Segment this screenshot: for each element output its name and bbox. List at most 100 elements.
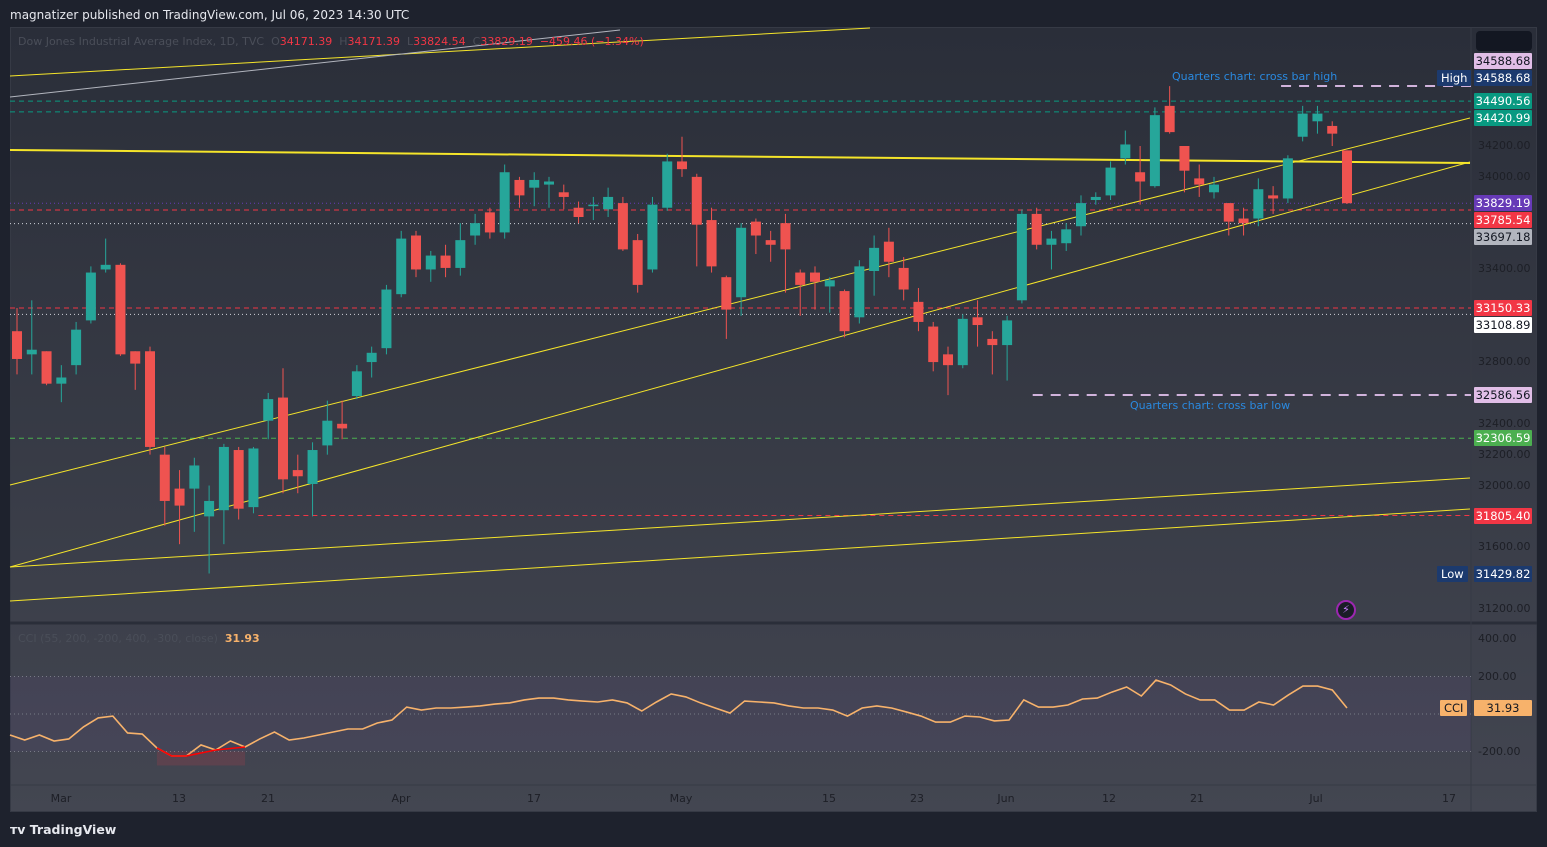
price-badge: 34588.68 (1474, 70, 1532, 86)
candle-body (972, 317, 983, 326)
candle-body (1076, 203, 1086, 227)
candle-body (765, 240, 776, 245)
trend-line (9, 161, 1471, 568)
candle-body (632, 240, 643, 285)
cci-label: CCI (55, 200, -200, 400, -300, close) (18, 632, 218, 645)
cci-oversold-line (156, 746, 246, 757)
candle-body (928, 326, 939, 363)
cci-badge-value: 31.93 (1474, 700, 1532, 716)
low-value: 33824.54 (413, 35, 466, 48)
candle-body (529, 179, 540, 188)
candle-body (691, 176, 702, 225)
candle-body (750, 221, 761, 236)
cci-tick-label: -200.00 (1478, 744, 1521, 758)
cci-oversold-zone (156, 751, 246, 766)
trend-line (9, 29, 621, 98)
symbol-name: Dow Jones Industrial Average Index, 1D, … (18, 35, 265, 48)
candle-body (41, 351, 52, 384)
candle-body (736, 227, 747, 298)
note-cross-bar-high: Quarters chart: cross bar high (1172, 70, 1338, 83)
price-tick-label: 32800.00 (1478, 355, 1531, 369)
time-tick-label: 23 (910, 792, 924, 805)
cci-legend: CCI (55, 200, -200, 400, -300, close) 31… (18, 632, 260, 645)
candle-body (145, 351, 155, 447)
candle-body (337, 423, 348, 429)
trend-line (9, 508, 1471, 602)
candle-body (854, 266, 865, 318)
price-tick-label: 31200.00 (1478, 601, 1531, 615)
price-badge-tag: Low (1437, 565, 1468, 582)
candle-body (588, 204, 599, 207)
axis-menu-button[interactable] (1476, 31, 1532, 51)
candle-body (706, 220, 717, 267)
candle-body (1002, 320, 1013, 346)
candle-body (1149, 115, 1160, 187)
candle-body (1327, 125, 1338, 134)
candle-body (100, 264, 111, 270)
candle-body (987, 338, 998, 346)
time-tick-label: 21 (261, 792, 275, 805)
candle-body (603, 196, 614, 210)
cci-tick-label: 400.00 (1478, 632, 1517, 645)
candle-body (484, 212, 495, 233)
candle-body (440, 255, 451, 268)
candle-body (130, 351, 141, 364)
price-badge: 33150.33 (1474, 299, 1532, 316)
high-value: 34171.39 (347, 35, 401, 48)
cci-band (10, 676, 1471, 752)
time-tick-label: Apr (391, 792, 411, 805)
lightning-icon[interactable]: ⚡ (1336, 600, 1356, 620)
candle-body (1268, 195, 1279, 199)
price-tick-label: 32200.00 (1478, 447, 1531, 461)
trend-line (9, 149, 1471, 164)
candle-body (1090, 196, 1101, 201)
candle-body (558, 192, 569, 197)
price-tick-label: 31600.00 (1478, 540, 1531, 554)
candle-body (470, 223, 481, 236)
candle-body (455, 240, 466, 268)
time-tick-label: May (669, 792, 693, 805)
candle-body (824, 280, 835, 287)
symbol-legend: Dow Jones Industrial Average Index, 1D, … (18, 35, 644, 48)
candle-body (957, 318, 968, 366)
price-badge: 31429.82 (1474, 565, 1532, 582)
candle-body (647, 204, 658, 270)
cci-badge-name: CCI (1440, 700, 1468, 716)
candle-body (1282, 158, 1293, 199)
publisher-caption: magnatizer published on TradingView.com,… (10, 8, 410, 22)
candle-body (1164, 105, 1175, 133)
price-badge: 34588.68 (1474, 53, 1532, 69)
price-tick-label: 34000.00 (1478, 169, 1531, 183)
price-badge: 34490.56 (1474, 93, 1532, 110)
candle-body (1209, 184, 1219, 193)
time-tick-label: 15 (822, 792, 836, 805)
candle-body (721, 277, 732, 310)
candle-body (263, 399, 274, 421)
candle-body (71, 329, 82, 366)
candle-body (411, 235, 421, 270)
candle-body (307, 450, 318, 484)
tradingview-logo: ᴛᴠ TradingView (10, 822, 117, 837)
candle-body (839, 291, 850, 332)
candle-body (351, 371, 362, 397)
price-badge: 33785.54 (1474, 212, 1532, 229)
candle-body (1016, 213, 1027, 301)
candle-body (189, 465, 200, 489)
candle-body (1223, 203, 1234, 222)
candle-body (677, 161, 687, 170)
candle-body (1312, 113, 1323, 122)
candle-body (780, 223, 791, 250)
price-badge: 32586.56 (1474, 387, 1532, 403)
candle-body (322, 420, 333, 446)
trend-line (9, 117, 1471, 486)
cci-value: 31.93 (224, 632, 260, 645)
note-cross-bar-low: Quarters chart: cross bar low (1130, 399, 1291, 412)
cci-tick-label: 200.00 (1478, 669, 1517, 683)
candle-body (1105, 167, 1116, 196)
candle-body (662, 161, 673, 208)
candle-body (1238, 218, 1249, 224)
candle-body (366, 352, 377, 363)
price-badge: 32306.59 (1474, 430, 1532, 447)
candle-body (544, 181, 554, 185)
